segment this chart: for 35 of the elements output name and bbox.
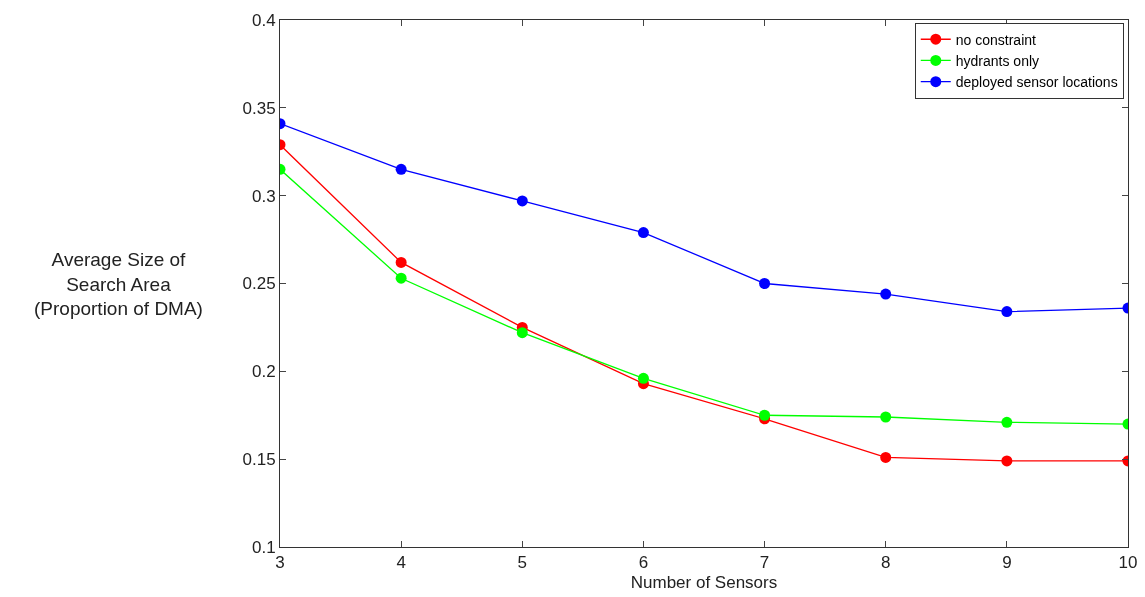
y-tick-label: 0.4 xyxy=(251,10,276,30)
x-tick-label: 8 xyxy=(880,553,891,573)
x-tick-label: 3 xyxy=(275,553,285,573)
point xyxy=(516,327,528,339)
x-tick-label: 10 xyxy=(1118,553,1138,573)
y-tick-label: 0.1 xyxy=(251,537,276,557)
x-axis-title: Number of Sensors xyxy=(630,572,778,592)
point xyxy=(880,451,892,463)
point xyxy=(759,278,771,289)
x-tick-label: 4 xyxy=(396,553,406,573)
x-tick-label: 9 xyxy=(1002,553,1012,573)
point xyxy=(1001,306,1013,318)
point xyxy=(880,288,892,300)
y-tick-label: 0.3 xyxy=(251,186,276,206)
point xyxy=(1001,455,1013,467)
legend-label: hydrants only xyxy=(955,52,1040,69)
point xyxy=(637,372,649,384)
point xyxy=(395,272,407,284)
y-tick-label: 0.15 xyxy=(242,450,276,470)
point xyxy=(395,256,407,268)
point xyxy=(516,195,528,207)
point xyxy=(1001,416,1013,428)
y-axis-title: Average Size of Search Area (Proportion of DMA) xyxy=(34,249,203,320)
x-tick-label: 7 xyxy=(759,553,770,573)
point xyxy=(759,409,771,421)
y-tick-label: 0.25 xyxy=(242,274,276,294)
legend-label: no constraint xyxy=(955,31,1037,48)
legend-label: deployed sensor locations xyxy=(955,74,1118,91)
point xyxy=(880,411,892,423)
y-tick-label: 0.2 xyxy=(251,362,276,382)
x-tick-label: 5 xyxy=(517,553,528,573)
point xyxy=(637,227,649,239)
y-tick-label: 0.35 xyxy=(242,98,276,118)
x-tick-label: 6 xyxy=(638,553,649,573)
point xyxy=(395,163,407,175)
